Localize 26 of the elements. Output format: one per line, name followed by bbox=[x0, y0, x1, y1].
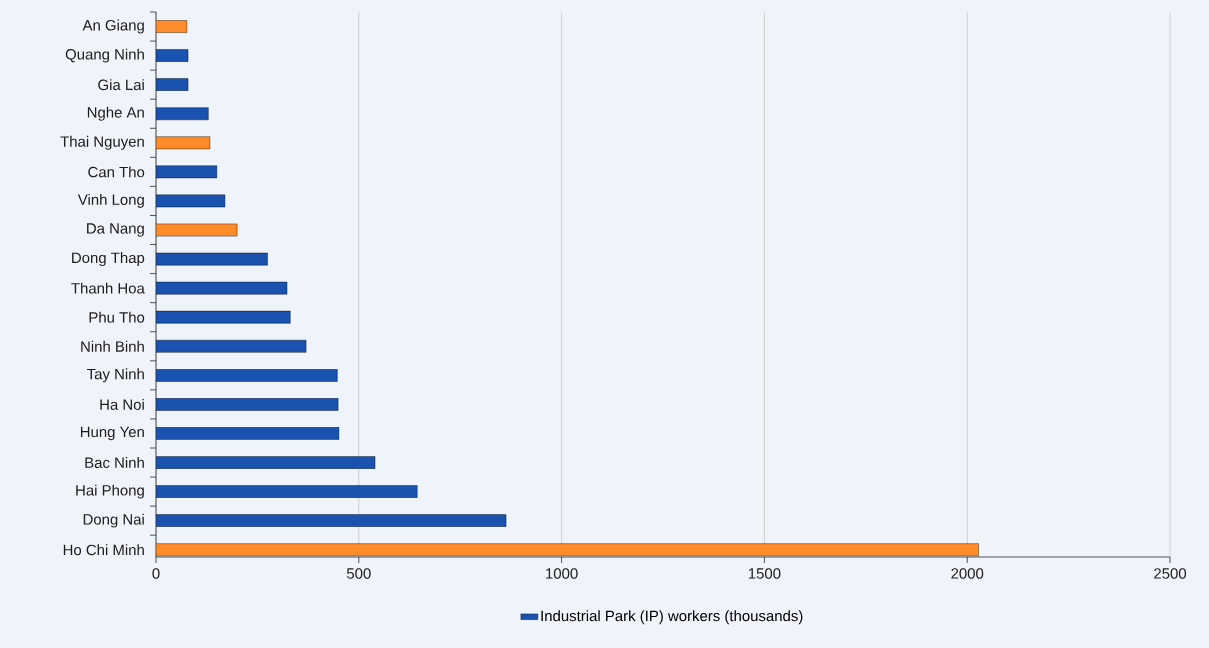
y-tick-label: Can Tho bbox=[88, 166, 145, 178]
legend-label: Industrial Park (IP) workers (thousands) bbox=[541, 610, 803, 625]
x-tick-label: 2500 bbox=[1154, 568, 1187, 579]
y-tick-label: Nghe An bbox=[87, 106, 144, 121]
y-tick-label: Bac Ninh bbox=[85, 457, 144, 469]
y-tick-label: An Giang bbox=[82, 19, 144, 34]
y-tick-label: Hai Phong bbox=[76, 484, 144, 499]
y-tick-label: Thai Nguyen bbox=[60, 135, 144, 150]
y-tick-label: Phu Tho bbox=[89, 311, 145, 323]
y-tick-label: Ninh Binh bbox=[81, 340, 144, 352]
y-tick-label: Thanh Hoa bbox=[71, 282, 145, 294]
y-tick-label: Dong Thap bbox=[72, 252, 145, 267]
x-tick-label: 0 bbox=[152, 568, 160, 579]
x-tick-label: 2000 bbox=[951, 568, 984, 579]
y-tick-label: Tay Ninh bbox=[87, 368, 144, 383]
y-tick-label: Gia Lai bbox=[98, 79, 144, 91]
y-tick-label: Hung Yen bbox=[80, 426, 144, 441]
y-tick-label: Dong Nai bbox=[83, 513, 144, 528]
y-tick-label: Quang Ninh bbox=[65, 48, 144, 63]
y-tick-label: Vinh Long bbox=[77, 193, 144, 208]
y-tick-label: Da Nang bbox=[87, 223, 144, 237]
x-tick-label: 1500 bbox=[748, 568, 781, 579]
y-tick-label: Ha Noi bbox=[100, 398, 144, 410]
x-tick-label: 500 bbox=[346, 568, 371, 579]
x-tick-label: 1000 bbox=[546, 568, 578, 579]
y-tick-label: Ho Chi Minh bbox=[63, 544, 144, 556]
